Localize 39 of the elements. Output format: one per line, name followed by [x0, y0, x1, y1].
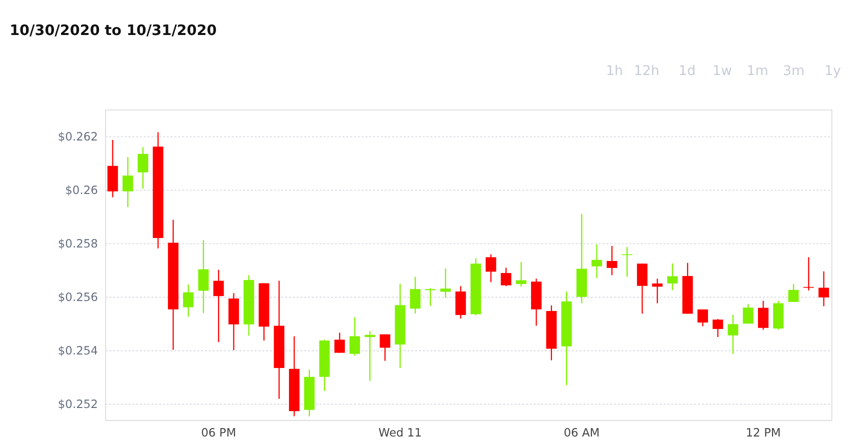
candlestick — [728, 314, 738, 354]
y-tick-label: $0.252 — [58, 397, 98, 412]
y-tick-label: $0.26 — [65, 183, 98, 198]
candlestick — [606, 245, 618, 276]
candlestick — [138, 146, 148, 190]
candlestick — [455, 286, 466, 320]
candlestick — [410, 276, 421, 314]
candlestick — [122, 156, 134, 208]
candlestick — [758, 300, 769, 330]
candlestick — [198, 240, 209, 314]
candlestick — [500, 267, 512, 287]
y-tick-label: $0.254 — [58, 344, 98, 358]
candlestick — [636, 263, 648, 314]
candlestick — [788, 283, 799, 303]
x-tick-label: 06 AM — [564, 426, 600, 440]
candlestick — [667, 262, 678, 291]
y-tick-label: $0.258 — [58, 236, 98, 251]
candlestick — [712, 318, 724, 338]
candlestick — [349, 316, 360, 356]
candlestick — [742, 304, 754, 324]
candlestick — [486, 254, 496, 283]
candlestick — [183, 284, 194, 318]
chart-title: 10/30/2020 to 10/31/2020 — [10, 22, 217, 39]
y-tick-label: $0.256 — [58, 290, 98, 304]
candlestick — [652, 278, 663, 304]
candlestick — [380, 334, 390, 362]
candlestick — [592, 244, 602, 279]
candlestick — [440, 268, 451, 298]
candlestick — [425, 288, 436, 307]
y-tick-label: $0.262 — [58, 130, 98, 144]
candlestick — [213, 269, 224, 343]
x-tick-label: 12 PM — [746, 426, 781, 440]
candlestick — [334, 332, 345, 354]
x-tick-label: 06 PM — [201, 426, 236, 440]
x-tick-label: Wed 11 — [378, 426, 422, 440]
candlestick — [818, 270, 830, 307]
candlestick — [516, 261, 526, 288]
candlestick — [364, 330, 376, 382]
candlestick — [697, 308, 708, 327]
